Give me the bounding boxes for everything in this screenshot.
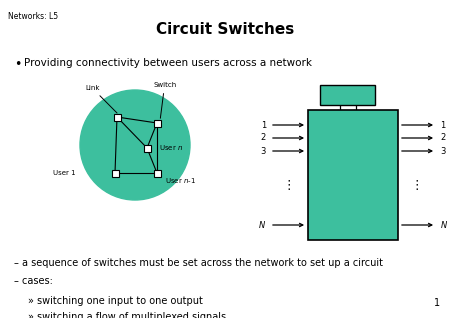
Text: » switching one input to one output: » switching one input to one output [28,296,203,306]
Text: •: • [14,58,22,71]
Bar [144,144,150,151]
Text: 3: 3 [261,147,266,156]
Circle shape [80,90,190,200]
Bar [308,110,398,240]
Text: Circuit Switches: Circuit Switches [156,22,294,37]
Text: Control: Control [332,91,363,100]
Bar [112,169,118,176]
Text: 3: 3 [440,147,445,156]
Text: User 1: User 1 [53,170,76,176]
Text: ⋮: ⋮ [411,178,423,191]
Bar [153,120,161,127]
Text: User $n$-1: User $n$-1 [165,176,196,185]
Text: Providing connectivity between users across a network: Providing connectivity between users acr… [24,58,312,68]
Text: $N$: $N$ [258,219,266,231]
Text: ⋮: ⋮ [283,178,295,191]
Text: – a sequence of switches must be set across the network to set up a circuit: – a sequence of switches must be set acr… [14,258,383,268]
Bar [153,169,161,176]
Text: 1: 1 [261,121,266,129]
Text: 2: 2 [261,134,266,142]
Bar [113,114,121,121]
Text: » switching a flow of multiplexed signals: » switching a flow of multiplexed signal… [28,312,226,318]
Text: User $n$: User $n$ [159,143,183,153]
Text: 2: 2 [440,134,445,142]
Text: 1: 1 [440,121,445,129]
Text: 1: 1 [434,298,440,308]
Text: Connection
of inputs
to outputs: Connection of inputs to outputs [327,158,379,192]
Text: $N$: $N$ [440,219,448,231]
Text: Switch: Switch [153,82,176,118]
Text: Link: Link [85,85,117,113]
Text: Networks: L5: Networks: L5 [8,12,58,21]
Bar [320,85,375,105]
Text: – cases:: – cases: [14,276,53,286]
